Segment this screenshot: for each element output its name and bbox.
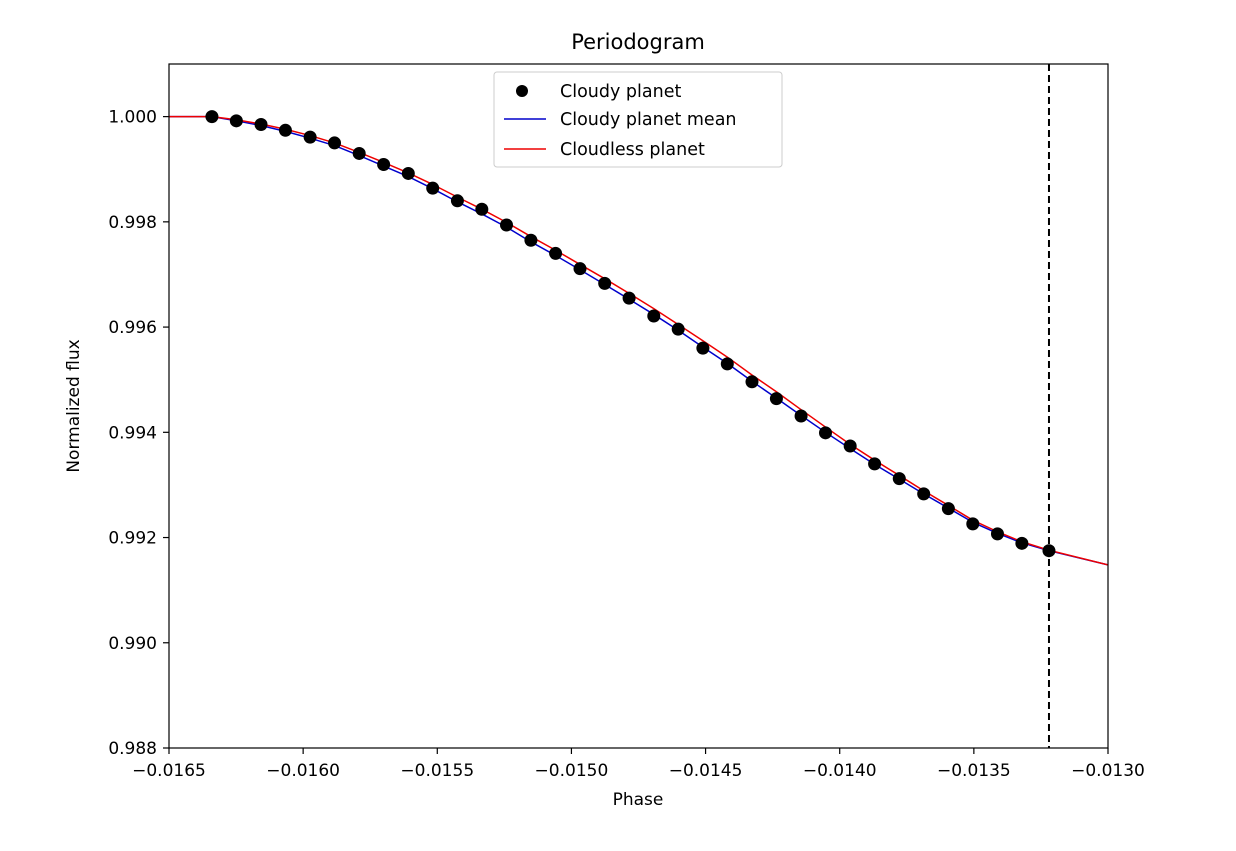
cloudy-planet-point [720,357,734,371]
cloudy-planet-point [401,166,415,180]
x-tick-label: −0.0140 [803,761,877,781]
cloudy-planet-point [966,517,980,531]
cloudy-planet-point [868,457,882,471]
legend-marker-cloudy-planet [516,85,528,97]
cloudy-planet-point [426,181,440,195]
cloudy-planet-point [450,194,464,208]
cloudy-planet-point [769,392,783,406]
cloudy-planet-point [475,202,489,216]
cloudy-planet-point [254,118,268,132]
cloudy-planet-point [278,123,292,137]
cloudy-planet-point [303,130,317,144]
x-axis: −0.0165 −0.0160 −0.0155 −0.0150 −0.0145 −0.01… [132,748,1145,781]
cloudy-planet-point [941,502,955,516]
cloudy-planet-point [990,527,1004,541]
x-axis-label: Phase [613,790,664,810]
x-tick-label: −0.0150 [535,761,609,781]
cloudy-planet-point [818,426,832,440]
cloudy-planet-point [696,341,710,355]
legend-label-cloudy-planet-mean: Cloudy planet mean [560,110,737,130]
plot-area [169,64,1108,748]
y-tick-label: 0.996 [108,318,157,338]
legend: Cloudy planet Cloudy planet mean Cloudle… [493,71,783,168]
y-tick-label: 0.994 [108,423,157,443]
cloudy-planet-point [229,114,243,128]
legend-box [493,71,783,168]
cloudy-planet-point [1015,536,1029,550]
y-tick-label: 0.990 [108,634,157,654]
cloudy-planet-point [843,439,857,453]
legend-label-cloudy-planet: Cloudy planet [560,82,681,102]
cloudy-planet-point [205,110,219,124]
chart-title: Periodogram [571,30,705,54]
cloudless-planet-line [169,115,1108,566]
x-tick-label: −0.0145 [669,761,743,781]
cloudy-planet-point [377,157,391,171]
cloudy-planet-point [917,487,931,501]
y-axis-label: Normalized flux [64,339,84,472]
plot-frame [168,63,1109,749]
y-tick-label: 0.988 [108,739,157,759]
x-tick-label: −0.0160 [266,761,340,781]
cloudy-planet-point [892,472,906,486]
y-axis: 0.988 0.990 0.992 0.994 0.996 0.998 1.000 [108,108,169,759]
x-tick-label: −0.0130 [1071,761,1145,781]
cloudy-planet-point [671,322,685,336]
cloudy-planet-point [524,233,538,247]
cloudy-planet-point [352,146,366,160]
x-tick-label: −0.0165 [132,761,206,781]
y-tick-label: 0.992 [108,529,157,549]
x-tick-label: −0.0135 [937,761,1011,781]
cloudy-planet-point [328,136,342,150]
cloudy-planet-mean-line [169,115,1108,566]
cloudy-planet-point [598,276,612,290]
cloudy-planet-point [745,375,759,389]
cloudy-planet-point [622,291,636,305]
y-tick-label: 1.000 [108,108,157,128]
cloudy-planet-point [549,246,563,260]
y-tick-label: 0.998 [108,213,157,233]
cloudy-planet-point [647,309,661,323]
x-tick-label: −0.0155 [400,761,474,781]
cloudy-planet-point [500,218,514,232]
cloudy-planet-point [573,262,587,276]
legend-label-cloudless-planet: Cloudless planet [560,140,705,160]
cloudy-planet-point [794,409,808,423]
